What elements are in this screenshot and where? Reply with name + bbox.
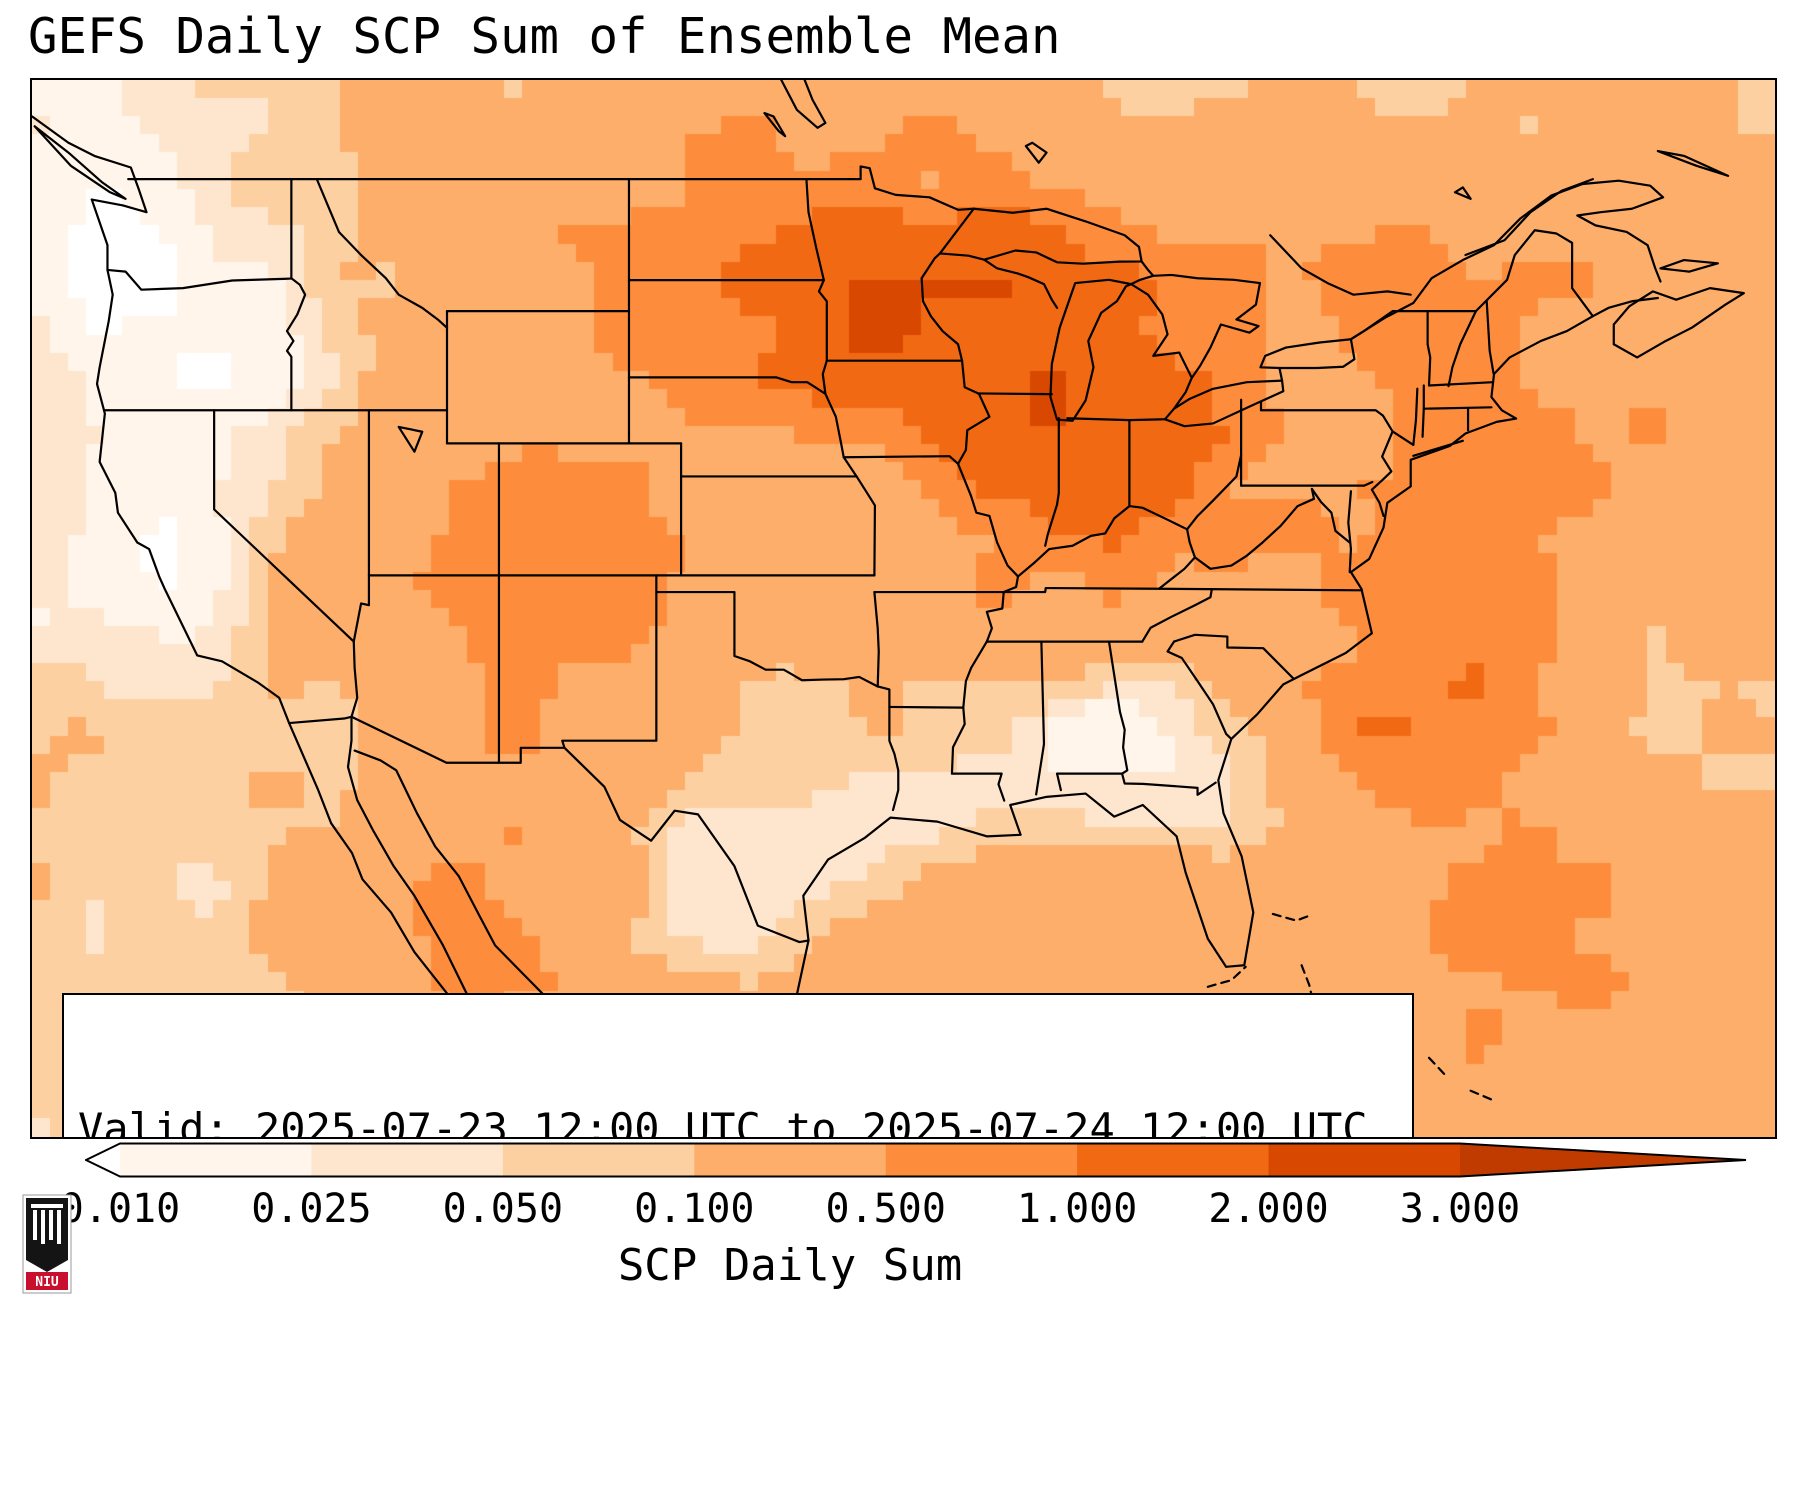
- colorbar-under-arrow: [86, 1143, 120, 1177]
- colorbar-segment: [694, 1143, 887, 1177]
- colorbar-segment: [885, 1143, 1078, 1177]
- colorbar-label: SCP Daily Sum: [617, 1240, 963, 1291]
- colorbar-tick-label: 0.010: [59, 1186, 181, 1232]
- colorbar-tick-label: 1.000: [1016, 1186, 1138, 1232]
- colorbar-ticks: 0.010 0.025 0.050 0.100 0.500 1.000 2.000 3.000: [60, 1186, 1747, 1232]
- colorbar-tick-label: 3.000: [1399, 1186, 1521, 1232]
- colorbar-segment: [502, 1143, 695, 1177]
- colorbar-segment: [311, 1143, 504, 1177]
- scp-heatmap-raster: [32, 80, 1775, 1137]
- niu-logo-text: NIU: [35, 1275, 59, 1290]
- colorbar-segment: [120, 1143, 313, 1177]
- colorbar-segment: [1268, 1143, 1461, 1177]
- info-box: Valid: 2025-07-23 12:00 UTC to 2025-07-2…: [62, 993, 1414, 1139]
- niu-shield-icon: NIU: [22, 1194, 72, 1294]
- colorbar-tick-label: 0.100: [634, 1186, 755, 1232]
- niu-logo: NIU: [22, 1194, 72, 1294]
- map: Valid: 2025-07-23 12:00 UTC to 2025-07-2…: [30, 78, 1777, 1139]
- colorbar-tick-label: 0.050: [442, 1186, 564, 1232]
- figure-title: GEFS Daily SCP Sum of Ensemble Mean: [28, 8, 1061, 65]
- colorbar-over-arrow: [1460, 1143, 1746, 1177]
- colorbar-tick-label: 2.000: [1208, 1186, 1329, 1232]
- colorbar-outline: [85, 1142, 1747, 1178]
- valid-time-text: Valid: 2025-07-23 12:00 UTC to 2025-07-2…: [78, 1104, 1368, 1139]
- colorbar-tick-label: 0.025: [251, 1186, 372, 1232]
- colorbar-segment: [1077, 1143, 1270, 1177]
- colorbar: [85, 1142, 1747, 1178]
- colorbar-tick-label: 0.500: [825, 1186, 946, 1232]
